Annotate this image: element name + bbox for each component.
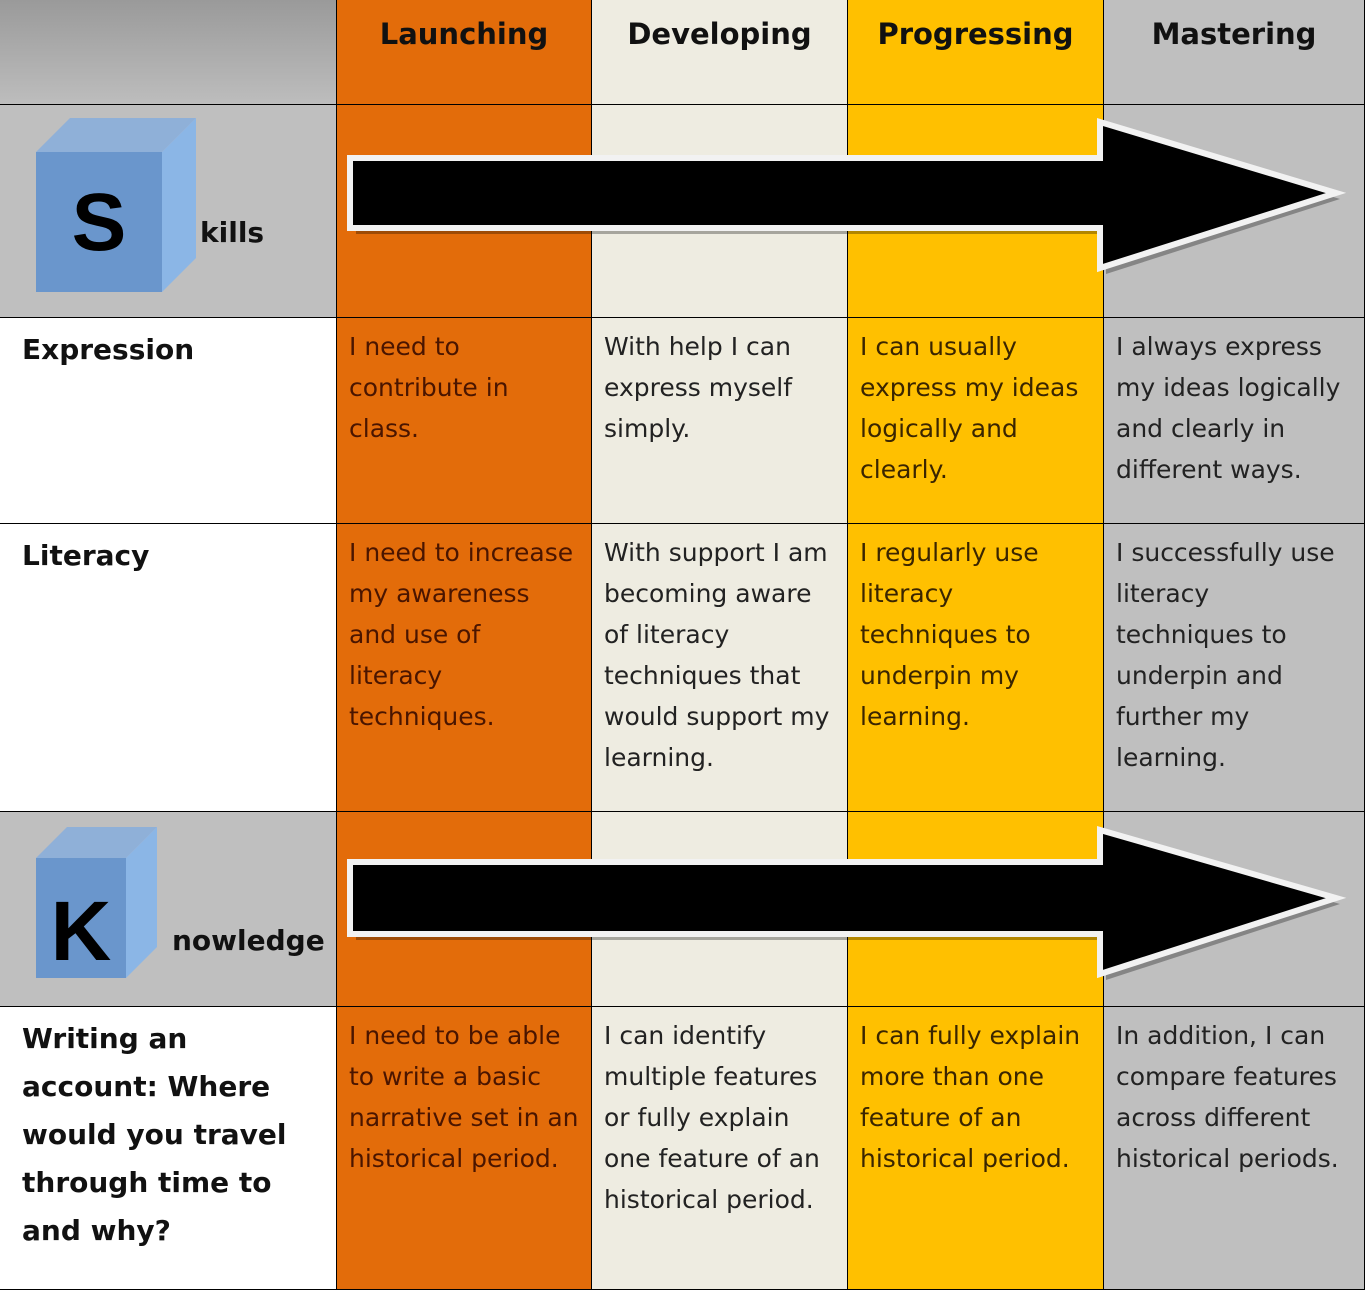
band-cell [848,812,1104,1007]
rubric-cell: I need to contribute in class. [337,318,592,524]
rubric-cell: I regularly use literacy techniques to u… [848,524,1104,812]
column-header: Launching [337,0,592,105]
row-label: Expression [0,318,337,524]
column-header: Mastering [1104,0,1365,105]
rubric-cell: I successfully use literacy techniques t… [1104,524,1365,812]
band-cell [337,105,592,318]
column-header: Progressing [848,0,1104,105]
rubric-cell: I need to be able to write a basic narra… [337,1007,592,1290]
rubric-cell: I can fully explain more than one featur… [848,1007,1104,1290]
rubric-cell: I can usually express my ideas logically… [848,318,1104,524]
rubric-cell: With support I am becoming aware of lite… [592,524,848,812]
rubric-cell: I always express my ideas logically and … [1104,318,1365,524]
band-cell [848,105,1104,318]
band-cell [337,812,592,1007]
row-label: Writing an account: Where would you trav… [0,1007,337,1290]
band-label-cell [0,105,337,318]
header-corner [0,0,337,105]
band-cell [592,812,848,1007]
band-cell [1104,812,1365,1007]
rubric-cell: In addition, I can compare features acro… [1104,1007,1365,1290]
rubric-cell: I need to increase my awareness and use … [337,524,592,812]
column-header: Developing [592,0,848,105]
rubric-cell: With help I can express myself simply. [592,318,848,524]
rubric-cell: I can identify multiple features or full… [592,1007,848,1290]
band-cell [1104,105,1365,318]
row-label: Literacy [0,524,337,812]
band-label-cell [0,812,337,1007]
band-cell [592,105,848,318]
